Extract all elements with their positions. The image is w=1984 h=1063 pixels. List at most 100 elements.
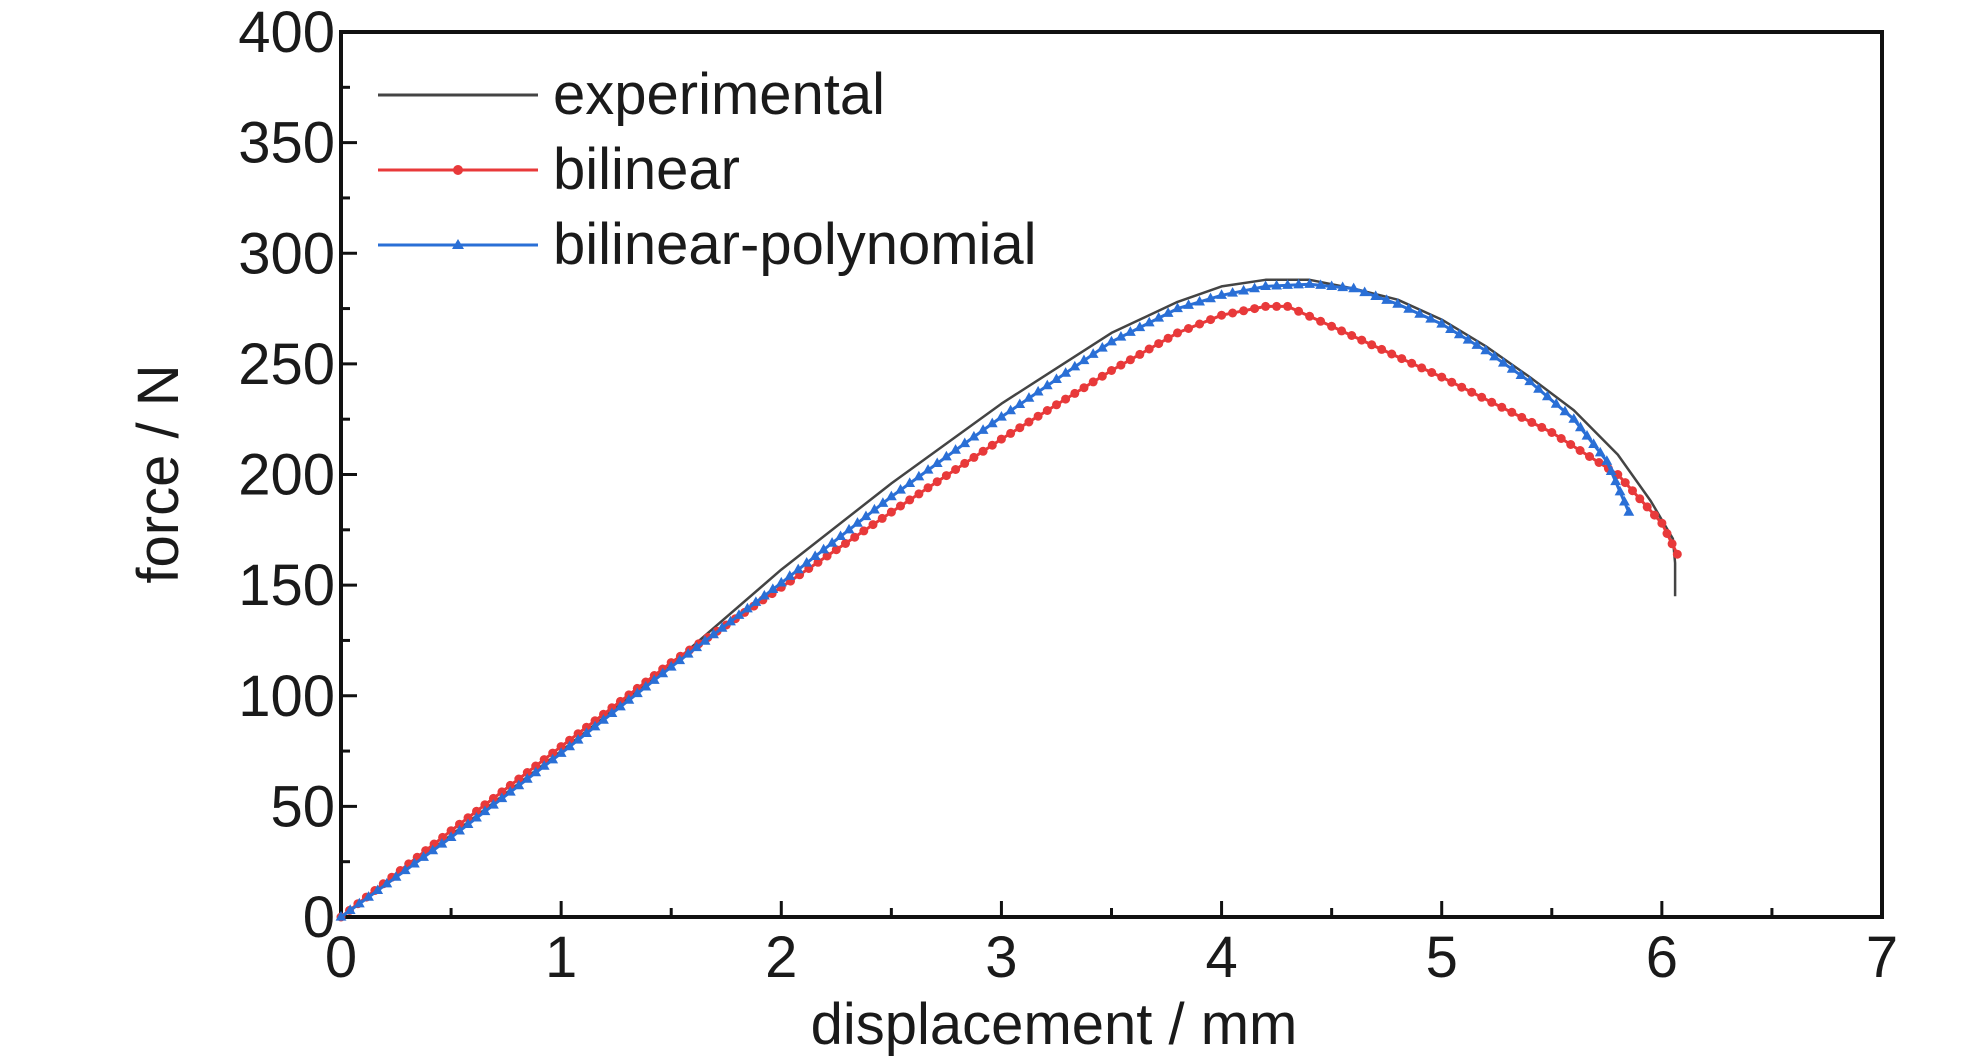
data-point	[665, 660, 677, 671]
data-point	[381, 877, 393, 888]
data-point	[1106, 335, 1117, 346]
data-point	[1107, 366, 1116, 375]
data-point	[1347, 331, 1357, 340]
legend-marker	[452, 239, 464, 249]
data-point	[1125, 355, 1135, 365]
data-point	[843, 523, 855, 534]
data-point	[987, 440, 997, 450]
data-point	[1217, 310, 1227, 320]
axis-ticks	[339, 30, 1884, 919]
data-point	[904, 477, 916, 487]
data-point	[488, 793, 498, 803]
data-point	[1348, 282, 1360, 293]
x-tick-label: 6	[1646, 925, 1678, 990]
data-point	[1238, 284, 1249, 295]
data-point	[831, 545, 841, 555]
data-point	[977, 424, 989, 434]
data-point	[1316, 316, 1326, 326]
data-point	[784, 570, 796, 580]
data-point	[623, 694, 635, 704]
data-point	[1096, 342, 1108, 352]
data-point	[1497, 356, 1509, 367]
data-point	[1144, 344, 1154, 354]
legend-item-bilinear-polynomial: bilinear-polynomial	[378, 212, 1037, 277]
data-point	[1305, 311, 1315, 321]
data-point	[895, 483, 906, 494]
data-point	[869, 503, 880, 514]
y-tick-label: 0	[303, 885, 335, 950]
data-point	[1642, 502, 1652, 512]
data-point	[505, 780, 515, 790]
legend-item-bilinear: bilinear	[378, 137, 740, 202]
data-point	[598, 714, 609, 724]
y-tick-label: 400	[238, 0, 335, 65]
data-point	[941, 471, 951, 481]
data-point	[1620, 478, 1630, 488]
data-point	[1471, 339, 1483, 349]
data-point	[1417, 363, 1427, 373]
x-tick-label: 0	[325, 925, 357, 990]
data-point	[472, 806, 481, 816]
series-layer	[335, 278, 1682, 922]
data-point	[1397, 354, 1407, 364]
series-line	[340, 278, 1677, 919]
data-point	[1581, 430, 1593, 440]
series-bilinear	[336, 301, 1682, 922]
data-point	[418, 851, 429, 861]
data-point	[1250, 304, 1260, 314]
data-point	[648, 674, 660, 684]
data-point	[860, 510, 872, 521]
data-point	[1206, 315, 1216, 325]
data-point	[1261, 301, 1271, 311]
data-point	[1445, 323, 1456, 333]
data-point	[1524, 375, 1536, 386]
data-point	[1283, 301, 1293, 311]
data-point	[1436, 318, 1448, 328]
data-point	[479, 805, 491, 816]
data-point	[1337, 281, 1349, 292]
data-point	[1087, 348, 1099, 358]
data-point	[1556, 434, 1566, 443]
data-point	[1061, 394, 1071, 404]
data-point	[1070, 388, 1080, 398]
data-point	[877, 513, 887, 523]
data-point	[344, 904, 356, 914]
data-point	[363, 891, 374, 901]
data-point	[1381, 294, 1393, 304]
data-point	[1437, 372, 1447, 382]
data-point	[1487, 397, 1497, 407]
data-point	[1467, 387, 1477, 397]
data-point	[1588, 438, 1600, 449]
data-point	[1527, 417, 1537, 427]
y-tick-label: 300	[238, 221, 335, 286]
data-point	[1533, 383, 1544, 393]
data-point	[1566, 440, 1576, 449]
legend-label: bilinear-polynomial	[553, 212, 1037, 277]
data-point	[1623, 506, 1635, 516]
data-point	[922, 464, 934, 474]
y-tick-label: 250	[238, 332, 335, 397]
data-point	[1407, 358, 1417, 368]
data-point	[1427, 368, 1437, 377]
x-tick-label: 3	[985, 925, 1017, 990]
data-point	[818, 543, 830, 554]
y-tick-label: 100	[238, 664, 335, 729]
data-point	[497, 787, 507, 797]
data-point	[1507, 407, 1517, 417]
data-point	[1650, 510, 1659, 520]
data-point	[758, 589, 770, 600]
data-point	[1134, 321, 1146, 332]
data-point	[1124, 326, 1136, 336]
data-point	[835, 530, 846, 541]
data-point	[775, 576, 787, 587]
data-point	[455, 819, 464, 829]
data-point	[896, 501, 905, 511]
data-point	[913, 470, 925, 481]
x-axis-title: displacement / mm	[811, 992, 1298, 1057]
data-point	[1667, 539, 1677, 549]
data-point	[1392, 298, 1404, 308]
data-point	[1619, 495, 1630, 506]
series-bilinear-polynomial	[335, 278, 1635, 921]
data-point	[1060, 367, 1072, 377]
data-point	[822, 551, 832, 561]
